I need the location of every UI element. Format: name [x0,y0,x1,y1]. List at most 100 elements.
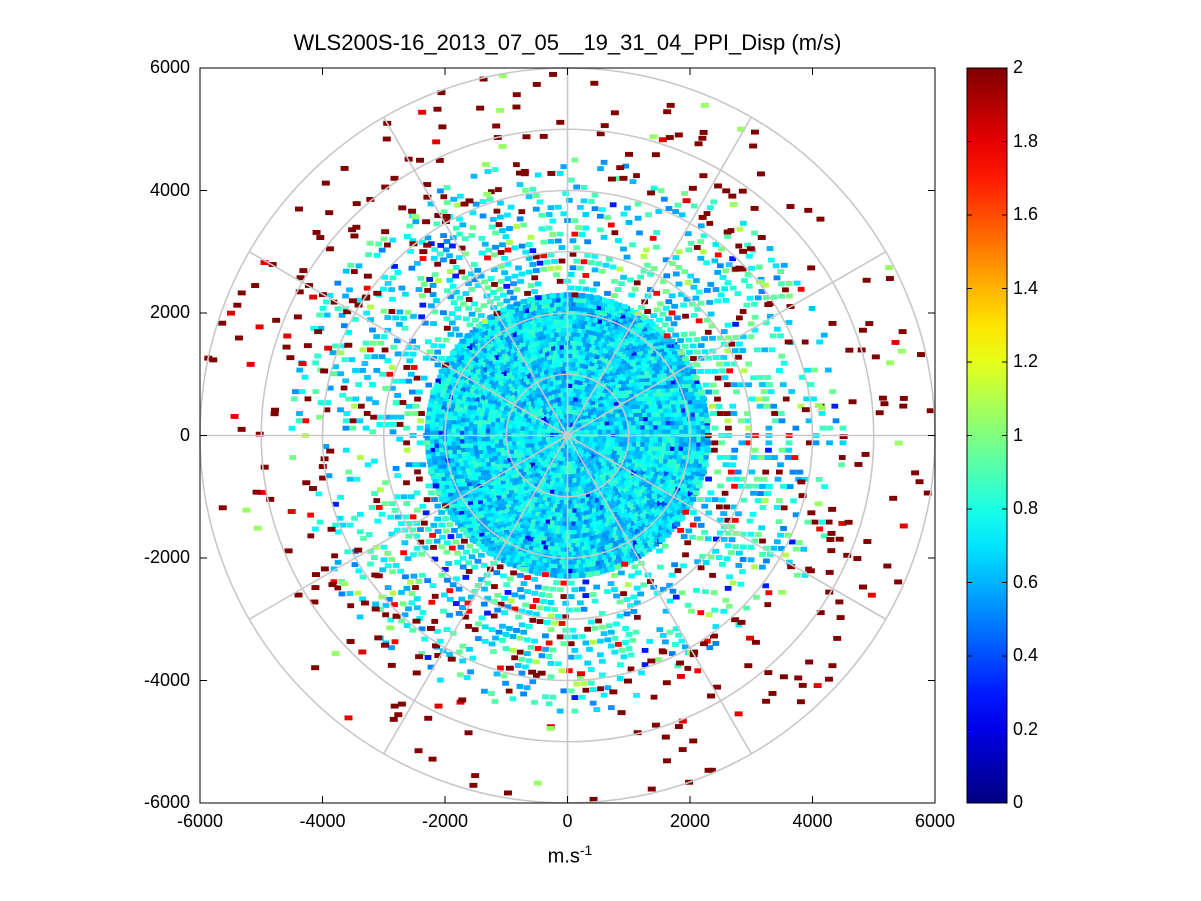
ppi-bin [688,608,695,614]
ppi-bin [587,364,593,370]
ppi-bin [525,302,531,308]
ppi-bin [535,521,541,527]
ppi-bin [696,441,702,447]
ppi-bin [639,376,645,383]
ppi-bin [475,393,482,399]
ppi-bin [803,396,811,402]
ppi-bin [563,530,570,536]
ppi-bin [666,403,672,409]
ppi-bin [692,386,698,392]
ppi-bin [547,390,553,396]
ppi-bin [655,411,661,417]
ppi-bin [490,481,496,487]
ppi-bin [773,539,781,545]
ppi-bin [546,337,553,343]
ppi-bin [664,367,670,374]
ppi-bin [384,550,392,556]
ppi-bin [670,424,676,430]
ppi-bin [723,556,731,562]
ppi-bin [573,516,579,523]
ppi-bin [517,551,524,557]
ppi-bin [549,694,557,700]
ppi-bin [719,497,726,503]
ppi-bin [659,411,666,417]
ppi-bin [549,586,557,592]
ppi-bin [692,398,698,405]
ppi-bin [493,380,499,386]
ppi-bin [627,652,635,658]
ppi-bin [643,533,649,539]
ppi-bin [586,293,593,299]
ppi-bin [659,497,665,503]
ppi-bin [485,445,491,451]
ppi-bin [531,519,537,525]
ppi-bin [653,230,660,235]
ppi-bin [522,500,528,507]
ppi-bin [529,410,536,416]
ppi-bin [653,462,659,468]
ppi-bin [704,447,711,453]
ppi-bin [342,425,350,431]
ppi-bin [446,384,453,391]
ppi-bin [735,354,742,360]
ppi-bin [534,570,542,576]
ppi-bin [552,319,558,325]
ppi-bin [638,502,644,509]
ppi-bin [558,314,564,320]
ppi-bin [453,289,460,295]
ppi-bin [478,526,484,532]
ppi-bin [430,343,438,349]
ppi-bin [637,509,644,515]
ppi-bin [464,532,472,538]
ppi-bin [826,440,833,446]
ppi-bin [490,384,496,390]
ppi-bin [615,382,622,388]
ppi-bin [326,385,334,391]
ppi-bin [516,491,522,497]
ppi-bin [624,345,630,351]
ppi-bin [530,523,536,530]
ppi-bin [595,445,601,451]
ppi-bin [820,332,828,338]
ppi-bin [541,409,547,415]
ppi-bin [556,455,562,462]
ppi-bin [644,383,650,390]
ppi-bin [661,343,667,349]
ppi-bin [426,458,433,464]
ppi-bin [513,301,521,307]
ppi-bin [467,493,474,500]
ppi-bin [578,563,585,570]
ppi-bin [434,473,441,479]
ppi-bin [725,603,733,609]
ppi-bin [499,498,505,504]
ppi-bin [735,622,743,628]
ppi-bin [460,375,467,381]
ppi-bin [538,361,544,367]
ppi-bin [648,403,654,409]
ppi-bin [534,309,540,315]
ppi-bin [650,470,656,476]
ppi-bin [513,162,520,168]
ppi-bin [576,336,582,342]
ppi-bin [683,490,689,497]
ppi-bin [452,373,458,379]
ppi-bin [410,365,418,370]
ppi-bin [502,341,508,348]
ppi-bin [597,564,604,571]
ppi-bin [446,612,453,618]
ppi-bin [744,271,752,277]
ppi-bin [659,347,665,353]
ppi-bin [468,379,474,385]
ppi-bin [476,420,483,426]
ppi-bin [502,512,508,519]
ppi-bin [437,422,444,428]
ppi-bin [420,520,428,526]
ppi-bin [584,252,592,258]
ppi-bin [729,403,737,409]
ppi-bin [631,531,637,537]
ppi-bin [438,417,444,424]
ppi-bin [786,484,794,490]
ppi-bin [516,522,522,528]
ppi-bin [605,312,612,318]
ppi-bin [433,426,439,432]
